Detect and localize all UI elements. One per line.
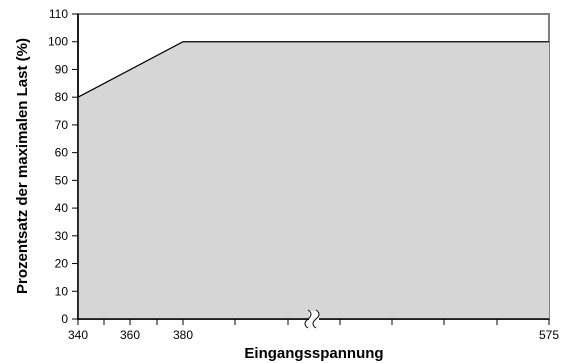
load-area-fill: [78, 41, 549, 320]
y-tick-label: 30: [55, 229, 69, 243]
x-tick-label: 340: [68, 328, 88, 342]
x-axis-title: Eingangsspannung: [244, 345, 383, 362]
y-tick-label: 0: [61, 312, 68, 326]
y-tick-label: 110: [49, 7, 68, 21]
y-tick-label: 60: [55, 146, 69, 160]
y-tick-label: 10: [55, 284, 69, 298]
x-tick-label: 380: [173, 328, 193, 342]
x-tick-label: 360: [120, 328, 140, 342]
y-tick-label: 40: [55, 201, 69, 215]
load-curve-line: [77, 41, 549, 98]
y-tick-label: 50: [55, 173, 69, 187]
y-tick-label: 80: [55, 90, 69, 104]
axis-break-mark: [304, 309, 312, 329]
y-tick-label: 20: [55, 257, 69, 271]
y-tick-label: 90: [55, 62, 69, 76]
tick-labels: 0 10 20 30 40 50 60 70 80 90 100 110 340 360 380 575: [48, 7, 559, 342]
x-tick-label: 575: [539, 328, 559, 342]
axis-ticks: [72, 13, 550, 329]
y-tick-label: 100: [48, 35, 68, 49]
y-tick-label: 70: [55, 118, 69, 132]
plot-area: [77, 13, 550, 320]
y-axis-title: Prozentsatz der maximalen Last (%): [14, 38, 31, 294]
axis-break-mark: [312, 309, 320, 329]
axis-break-gap: [309, 311, 319, 327]
